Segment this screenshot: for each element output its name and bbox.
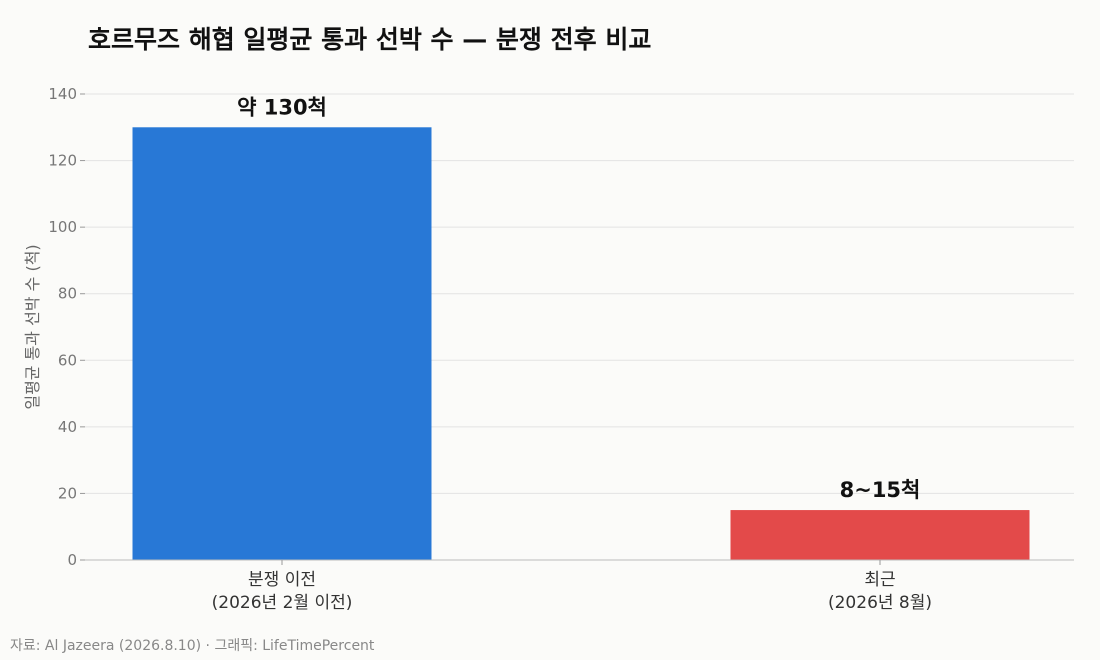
y-axis-ticks: 0 20 40 60 80 100 120 140 <box>48 85 85 569</box>
y-tick-label: 0 <box>67 551 77 569</box>
y-tick-label: 20 <box>58 484 77 502</box>
chart-title: 호르무즈 해협 일평균 통과 선박 수 — 분쟁 전후 비교 <box>88 25 651 54</box>
y-tick-label: 80 <box>58 285 77 303</box>
data-label-1: 약 130척 <box>237 95 327 119</box>
x-tick-label: (2026년 8월) <box>828 593 932 613</box>
bars: 약 130척 8~15척 <box>132 95 1030 561</box>
y-axis-label: 일평균 통과 선박 수 (척) <box>23 244 42 409</box>
bar-1 <box>132 127 432 561</box>
source-note: 자료: Al Jazeera (2026.8.10) · 그래픽: LifeTi… <box>10 638 375 654</box>
y-tick-label: 140 <box>48 85 77 103</box>
x-tick-label: 분쟁 이전 <box>248 570 316 590</box>
x-tick-label: 최근 <box>864 570 895 590</box>
x-tick-label: (2026년 2월 이전) <box>212 593 353 613</box>
y-tick-label: 100 <box>48 218 77 236</box>
y-tick-label: 120 <box>48 152 77 170</box>
y-tick-label: 40 <box>58 418 77 436</box>
y-tick-label: 60 <box>58 351 77 369</box>
x-axis-ticks: 분쟁 이전 (2026년 2월 이전) 최근 (2026년 8월) <box>212 560 932 613</box>
bar-2 <box>730 510 1030 560</box>
data-label-2: 8~15척 <box>840 478 921 502</box>
